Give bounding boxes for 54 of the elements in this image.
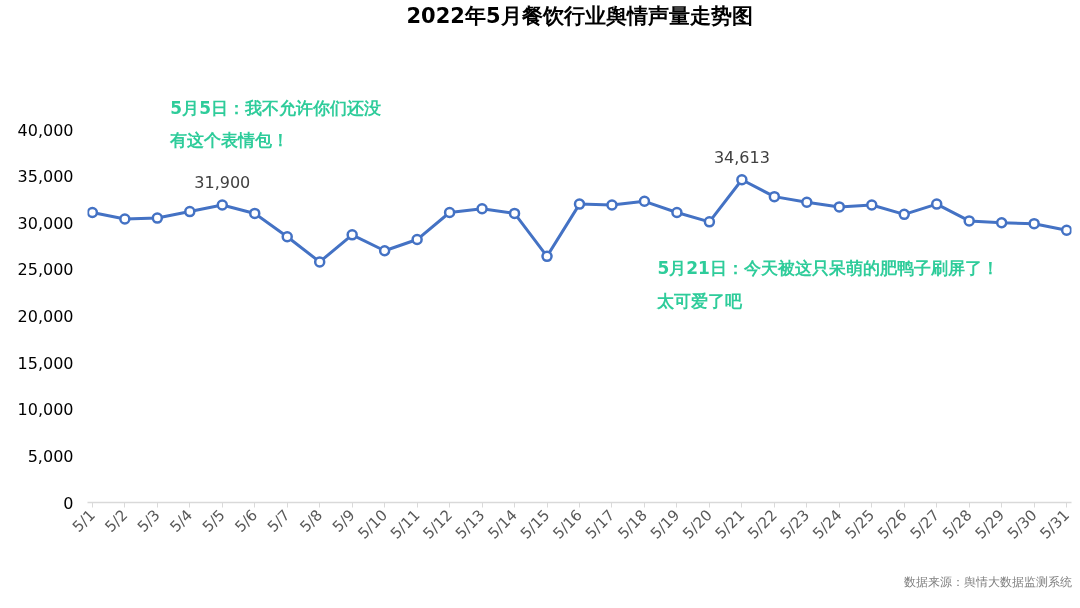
- x-tick-label: 5/7: [263, 506, 294, 536]
- point: [249, 207, 261, 220]
- point: [930, 198, 943, 210]
- y-tick-label: 15,000: [17, 353, 74, 373]
- x-tick-label: 5/5: [198, 506, 229, 536]
- point: [995, 217, 1008, 229]
- y-tick-label: 35,000: [17, 167, 74, 187]
- y-tick-label: 0: [63, 493, 74, 513]
- x-tick-label: 5/8: [296, 506, 327, 536]
- source-note: 数据来源：舆情大数据监测系统: [903, 574, 1072, 589]
- point: [768, 190, 781, 203]
- annotation: 5月21日：今天被这只呆萌的肥鸭子刷屏了！太可爱了吧: [656, 258, 999, 312]
- x-tick-label: 5/3: [133, 506, 164, 536]
- point: [476, 203, 488, 215]
- point: [703, 216, 716, 228]
- point: [1028, 217, 1040, 230]
- x-tick-label: 5/4: [166, 506, 197, 536]
- point: [378, 244, 391, 257]
- point: [541, 250, 553, 263]
- point: [736, 173, 748, 186]
- point: [801, 196, 813, 208]
- annotation: 5月5日：我不允许你们还没有这个表情包！: [169, 97, 381, 150]
- point: [671, 206, 683, 219]
- x-tick-label: 5/9: [328, 506, 359, 536]
- y-tick-label: 20,000: [17, 307, 74, 326]
- data-label: 34,613: [713, 147, 770, 167]
- point: [573, 198, 586, 210]
- point: [443, 206, 456, 219]
- point: [87, 206, 99, 219]
- point: [963, 215, 975, 227]
- y-tick-label: 30,000: [17, 213, 74, 233]
- point: [833, 201, 846, 213]
- point: [606, 199, 618, 211]
- point: [346, 229, 358, 241]
- point: [638, 195, 651, 208]
- point: [119, 213, 131, 225]
- y-tick-label: 40,000: [17, 120, 74, 140]
- point: [151, 212, 164, 224]
- y-tick-label: 25,000: [17, 260, 74, 280]
- point: [508, 207, 521, 220]
- chart-title: 2022年5月餐饮行业舆情声量走势图: [406, 3, 753, 28]
- point: [281, 231, 293, 243]
- data-label: 31,900: [194, 173, 251, 193]
- x-tick-label: 5/2: [101, 506, 132, 536]
- point: [1060, 224, 1072, 236]
- point: [411, 233, 423, 246]
- y-tick-label: 10,000: [17, 400, 74, 420]
- point: [313, 256, 326, 268]
- point: [898, 208, 910, 221]
- point: [866, 199, 878, 211]
- point: [184, 205, 196, 218]
- y-tick-label: 5,000: [27, 446, 74, 466]
- point: [216, 199, 229, 211]
- x-tick-label: 5/6: [231, 506, 262, 536]
